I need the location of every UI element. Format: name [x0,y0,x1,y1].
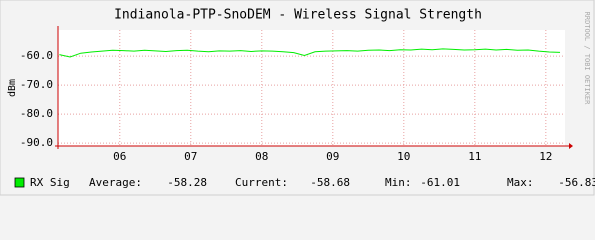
x-tick-label: 09 [326,150,339,163]
x-tick-label: 07 [184,150,197,163]
stat-value: -58.68 [310,176,350,189]
stat-value: -58.28 [167,176,207,189]
x-tick-label: 12 [539,150,552,163]
stat-label: Max: [507,176,534,189]
plot-area [58,30,565,146]
x-tick-label: 10 [397,150,410,163]
stat-value: -61.01 [420,176,460,189]
y-axis-label: dBm [7,79,18,97]
x-tick-label: 06 [113,150,126,163]
x-tick-label: 11 [468,150,481,163]
stat-label: Min: [385,176,412,189]
legend-swatch [14,177,25,188]
x-tick-label: 08 [255,150,268,163]
data-line [59,48,561,58]
stat-value: -56.83 [558,176,595,189]
legend-label: RX Sig [30,176,70,189]
watermark: RRDTOOL / TOBI OETIKER [583,12,591,106]
y-tick-label: -90.0 [20,136,53,149]
chart: Indianola-PTP-SnoDEM - Wireless Signal S… [0,0,595,196]
x-axis-arrow [569,143,573,149]
y-tick-label: -60.0 [20,49,53,62]
chart-title: Indianola-PTP-SnoDEM - Wireless Signal S… [114,8,482,23]
y-tick-label: -70.0 [20,78,53,91]
y-tick-label: -80.0 [20,107,53,120]
stat-label: Current: [235,176,288,189]
stat-label: Average: [89,176,142,189]
